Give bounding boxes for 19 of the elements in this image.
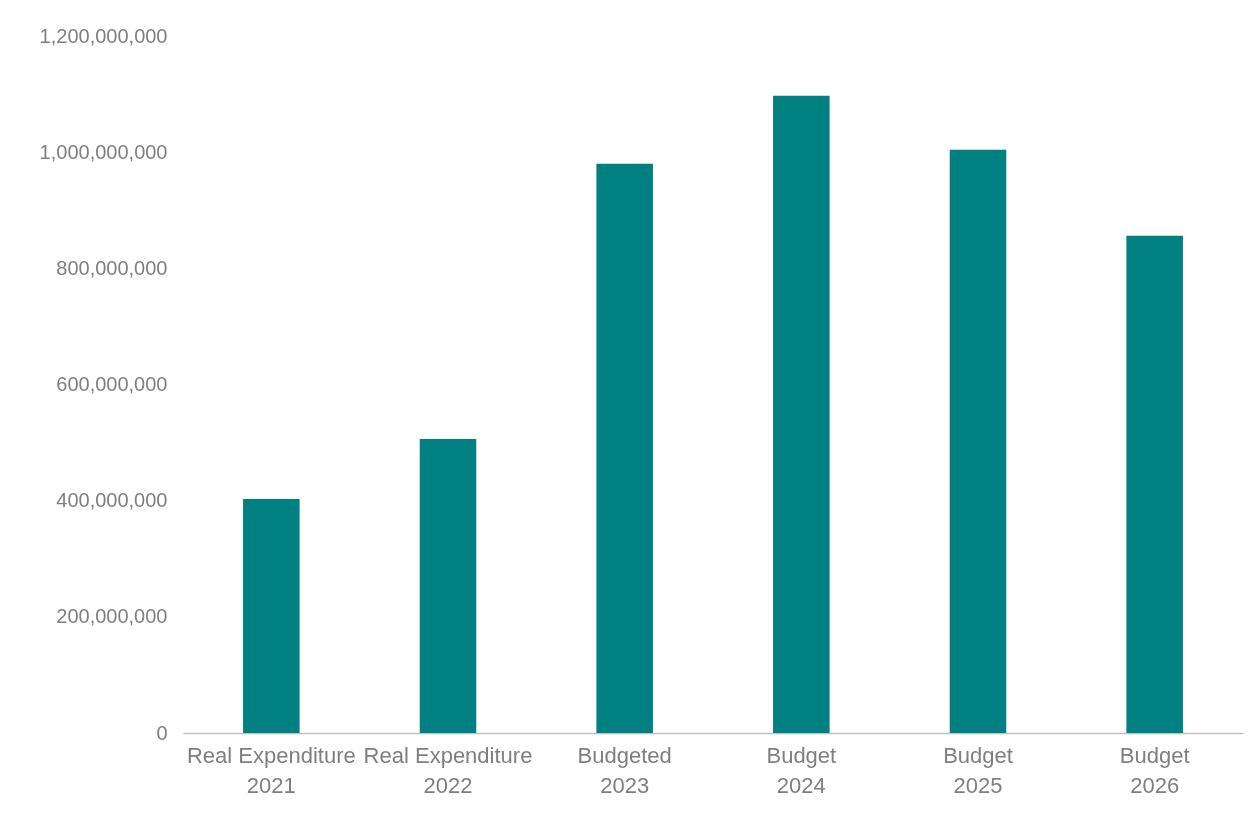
- y-tick-label: 0: [156, 721, 168, 744]
- x-tick-label: Budgeted 2023: [577, 742, 672, 798]
- y-tick-label: 1,000,000,000: [39, 140, 168, 163]
- bar: [949, 149, 1007, 733]
- y-tick-label: 800,000,000: [56, 256, 168, 279]
- x-tick-label: Real Expenditure 2022: [363, 742, 533, 798]
- x-tick-label: Real Expenditure 2021: [186, 742, 356, 798]
- bar: [1126, 235, 1183, 733]
- y-tick-label: 200,000,000: [56, 605, 168, 628]
- x-tick-label: Budget 2025: [943, 742, 1013, 798]
- y-tick-label: 1,200,000,000: [39, 24, 168, 47]
- x-tick-label: Budget 2026: [1119, 742, 1190, 798]
- y-tick-label: 600,000,000: [56, 373, 168, 395]
- bar: [243, 498, 300, 733]
- bar: [419, 439, 477, 733]
- bar: [596, 163, 653, 733]
- x-tick-label: Budget 2024: [766, 742, 837, 798]
- y-tick-label: 400,000,000: [56, 489, 168, 512]
- bar: [773, 95, 830, 733]
